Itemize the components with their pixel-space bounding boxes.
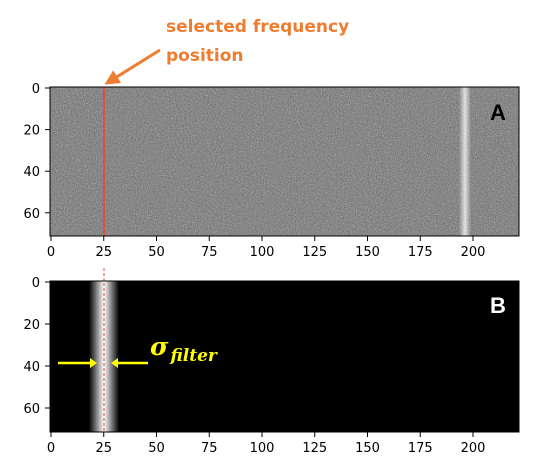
panel-a-x-tick-label: 100 — [250, 245, 275, 260]
panel-b-axes: 0 25 50 75 100 125 150 175 200 0 20 40 60 — [23, 276, 485, 456]
panel-a-frame — [49, 86, 520, 237]
panel-b: 0 25 50 75 100 125 150 175 200 0 20 40 60 B — [23, 268, 520, 456]
panel-b-y-tick-label: 20 — [23, 318, 40, 333]
panel-a-x-tick-label: 0 — [47, 245, 55, 260]
callout-arrow — [104, 48, 161, 85]
panel-b-y-tick-label: 40 — [23, 360, 40, 375]
panel-a-y-tick-label: 20 — [23, 124, 40, 139]
panel-b-x-tick-label: 125 — [302, 441, 327, 456]
sigma-symbol: σ — [150, 332, 169, 361]
panel-a-x-tick-label: 50 — [148, 245, 165, 260]
panel-a-axes: 0 25 50 75 100 125 150 175 200 0 20 40 60 — [23, 82, 485, 260]
callout-line-2: position — [166, 46, 244, 66]
panel-a-letter: A — [490, 100, 506, 125]
panel-a-x-tick-label: 175 — [408, 245, 433, 260]
panel-a-x-tick-label: 125 — [302, 245, 327, 260]
panel-b-x-tick-label: 150 — [355, 441, 380, 456]
panel-b-image — [50, 281, 519, 432]
panel-b-x-tick-label: 75 — [201, 441, 218, 456]
sigma-left-arrowhead — [90, 358, 97, 368]
callout-line-1: selected frequency — [166, 17, 349, 37]
panel-b-x-tick-label: 50 — [148, 441, 165, 456]
sigma-subscript: filter — [169, 346, 217, 366]
panel-b-x-tick-label: 0 — [47, 441, 55, 456]
panel-a-bright-column — [459, 87, 471, 236]
panel-b-x-tick-label: 200 — [461, 441, 486, 456]
selected-frequency-callout: selected frequency position — [104, 17, 349, 85]
panel-a-y-tick-label: 60 — [23, 207, 40, 222]
panel-a: 0 25 50 75 100 125 150 175 200 0 20 40 60 A — [23, 82, 520, 260]
panel-a-x-tick-label: 75 — [201, 245, 218, 260]
panel-a-y-tick-label: 40 — [23, 165, 40, 180]
panel-b-x-tick-label: 25 — [95, 441, 112, 456]
sigma-right-arrowhead — [111, 358, 118, 368]
panel-a-x-tick-label: 200 — [461, 245, 486, 260]
panel-b-letter: B — [490, 293, 506, 318]
panel-b-frame — [49, 280, 520, 433]
panel-b-y-tick-label: 60 — [23, 402, 40, 417]
panel-a-x-tick-label: 25 — [95, 245, 112, 260]
panel-b-x-tick-label: 100 — [250, 441, 275, 456]
panel-b-x-tick-label: 175 — [408, 441, 433, 456]
panel-a-x-tick-label: 150 — [355, 245, 380, 260]
panel-b-filter-band — [89, 281, 119, 432]
panel-a-noise — [50, 87, 519, 236]
sigma-label: σ filter — [150, 332, 218, 366]
panel-a-y-tick-label: 0 — [32, 82, 40, 97]
panel-b-y-tick-label: 0 — [32, 276, 40, 291]
sigma-filter-annotation: σ filter — [58, 332, 218, 368]
